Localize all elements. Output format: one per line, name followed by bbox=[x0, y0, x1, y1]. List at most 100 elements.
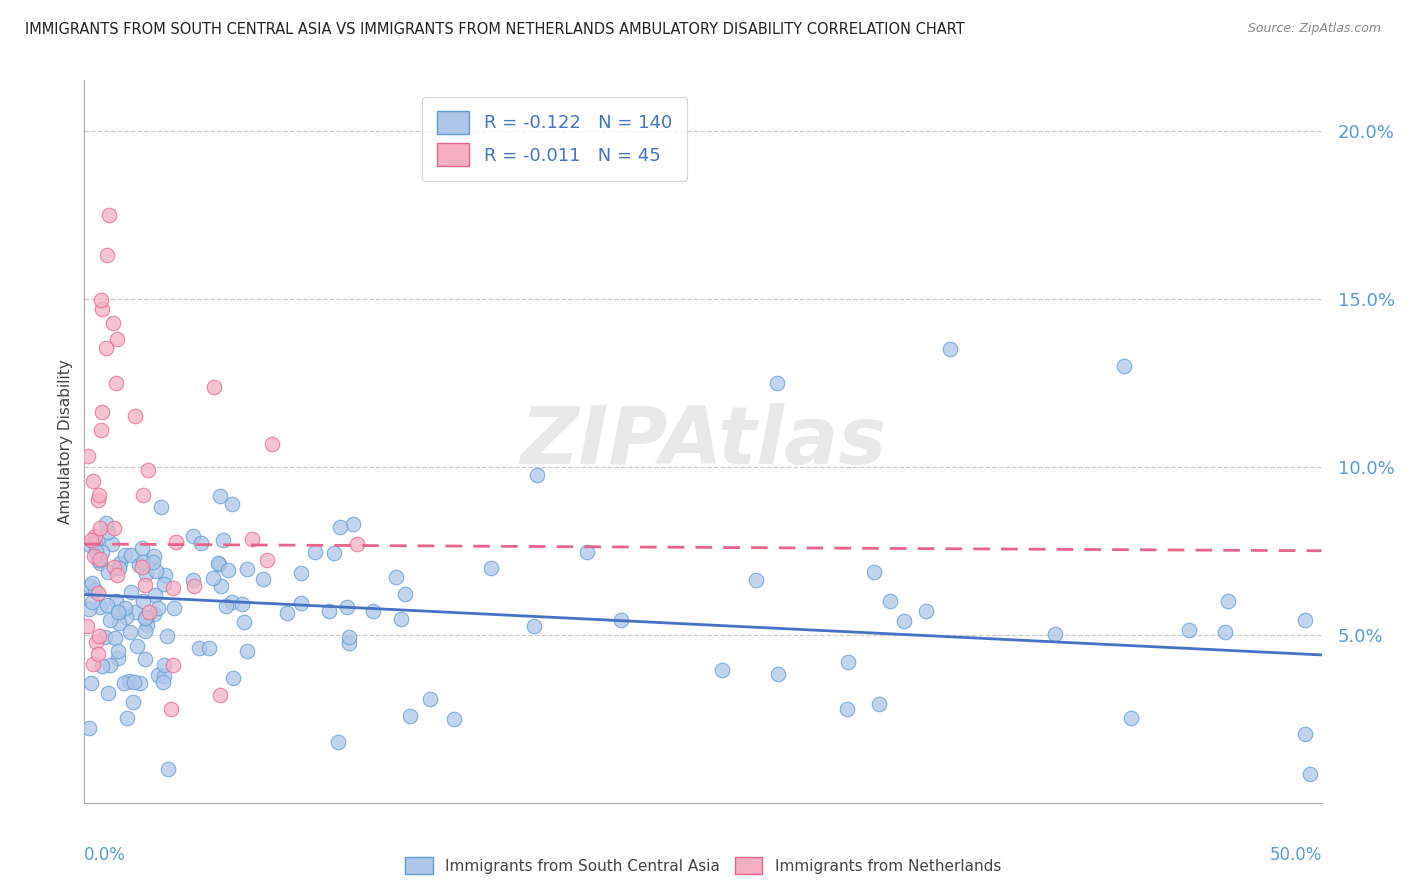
Point bbox=[105, 332, 128, 346]
Point bbox=[290, 566, 312, 581]
Point bbox=[879, 594, 901, 608]
Point bbox=[236, 562, 259, 576]
Point bbox=[91, 658, 114, 673]
Point bbox=[83, 549, 105, 564]
Point bbox=[80, 533, 103, 548]
Point bbox=[745, 573, 768, 587]
Point bbox=[89, 629, 111, 643]
Point bbox=[143, 549, 166, 563]
Point bbox=[79, 676, 101, 690]
Point bbox=[89, 488, 111, 502]
Point bbox=[157, 762, 180, 776]
Point bbox=[125, 640, 148, 654]
Point bbox=[134, 624, 156, 638]
Point bbox=[98, 657, 121, 672]
Point bbox=[89, 552, 111, 566]
Point bbox=[131, 541, 153, 555]
Point bbox=[83, 536, 105, 550]
Point bbox=[104, 594, 127, 608]
Point bbox=[276, 607, 298, 621]
Point bbox=[90, 423, 112, 437]
Point bbox=[124, 409, 146, 423]
Point bbox=[76, 619, 98, 633]
Point bbox=[143, 588, 166, 602]
Point bbox=[1178, 623, 1201, 637]
Point bbox=[132, 594, 155, 608]
Point bbox=[443, 712, 465, 726]
Point bbox=[1299, 767, 1322, 781]
Point bbox=[198, 641, 221, 656]
Point bbox=[97, 524, 120, 539]
Point bbox=[131, 560, 153, 574]
Point bbox=[479, 561, 502, 575]
Point bbox=[90, 405, 112, 419]
Point bbox=[122, 675, 145, 690]
Point bbox=[162, 582, 184, 596]
Point bbox=[114, 600, 136, 615]
Point bbox=[399, 709, 422, 723]
Point bbox=[329, 519, 352, 533]
Point bbox=[87, 586, 110, 600]
Point bbox=[868, 698, 890, 712]
Point bbox=[108, 556, 131, 570]
Point bbox=[202, 380, 225, 394]
Point bbox=[523, 619, 546, 633]
Point bbox=[79, 538, 101, 552]
Point bbox=[162, 658, 184, 673]
Point bbox=[863, 565, 886, 579]
Point bbox=[1112, 359, 1135, 373]
Point bbox=[145, 564, 167, 578]
Point bbox=[328, 735, 350, 749]
Point bbox=[86, 533, 108, 548]
Point bbox=[165, 534, 187, 549]
Point bbox=[129, 676, 152, 690]
Point bbox=[1119, 711, 1142, 725]
Point bbox=[152, 657, 174, 672]
Point bbox=[107, 643, 129, 657]
Point bbox=[385, 569, 408, 583]
Point bbox=[222, 671, 245, 685]
Point bbox=[1045, 627, 1067, 641]
Point bbox=[1294, 727, 1316, 741]
Point bbox=[187, 640, 209, 655]
Point bbox=[240, 532, 263, 546]
Point bbox=[107, 615, 129, 630]
Point bbox=[389, 611, 412, 625]
Point bbox=[82, 575, 104, 590]
Point bbox=[142, 555, 165, 569]
Point bbox=[135, 567, 157, 582]
Y-axis label: Ambulatory Disability: Ambulatory Disability bbox=[58, 359, 73, 524]
Point bbox=[346, 537, 368, 551]
Point bbox=[766, 376, 789, 390]
Point bbox=[128, 558, 150, 573]
Point bbox=[337, 630, 360, 644]
Point bbox=[87, 553, 110, 567]
Point bbox=[610, 613, 633, 627]
Point bbox=[135, 618, 157, 632]
Point bbox=[181, 573, 204, 587]
Point bbox=[575, 545, 598, 559]
Point bbox=[208, 558, 231, 572]
Point bbox=[153, 568, 176, 582]
Point bbox=[835, 701, 858, 715]
Text: Source: ZipAtlas.com: Source: ZipAtlas.com bbox=[1247, 22, 1381, 36]
Point bbox=[83, 529, 105, 543]
Point bbox=[304, 545, 326, 559]
Point bbox=[146, 668, 169, 682]
Point bbox=[335, 600, 357, 615]
Point bbox=[89, 556, 111, 570]
Point bbox=[94, 341, 117, 355]
Point bbox=[115, 610, 138, 624]
Point bbox=[79, 601, 101, 615]
Point bbox=[208, 489, 231, 503]
Point bbox=[86, 493, 108, 508]
Point bbox=[342, 517, 364, 532]
Point bbox=[215, 599, 238, 613]
Point bbox=[96, 599, 118, 613]
Point bbox=[90, 544, 112, 558]
Point bbox=[160, 702, 183, 716]
Point bbox=[76, 449, 98, 463]
Point bbox=[290, 596, 312, 610]
Point bbox=[94, 516, 117, 531]
Point bbox=[114, 548, 136, 562]
